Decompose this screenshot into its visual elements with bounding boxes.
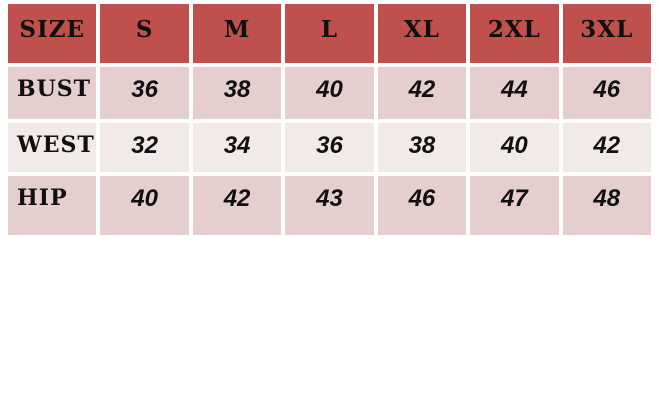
cell-bust-s: 36 (100, 67, 189, 119)
size-chart-table: SIZE S M L XL 2XL 3XL BUST 36 38 40 42 4… (8, 4, 651, 235)
cell-west-s: 32 (100, 123, 189, 172)
cell-hip-xl: 46 (377, 176, 467, 235)
header-cell-2xl: 2XL (470, 4, 559, 63)
cell-hip-m: 42 (192, 176, 282, 235)
cell-west-3xl: 42 (562, 123, 651, 172)
row-label-west: WEST (8, 123, 97, 172)
header-cell-l: L (285, 4, 374, 63)
cell-hip-s: 40 (100, 176, 189, 235)
cell-bust-l: 40 (285, 67, 374, 119)
cell-west-xl: 38 (377, 123, 467, 172)
cell-bust-3xl: 46 (562, 67, 651, 119)
cell-west-2xl: 40 (470, 123, 559, 172)
header-cell-size: SIZE (8, 4, 97, 63)
cell-west-l: 36 (285, 123, 374, 172)
cell-hip-2xl: 47 (470, 176, 559, 235)
header-cell-s: S (100, 4, 189, 63)
cell-west-m: 34 (192, 123, 282, 172)
cell-bust-2xl: 44 (470, 67, 559, 119)
header-cell-m: M (192, 4, 282, 63)
header-cell-3xl: 3XL (562, 4, 651, 63)
cell-bust-m: 38 (192, 67, 282, 119)
row-label-bust: BUST (8, 67, 97, 119)
cell-bust-xl: 42 (377, 67, 467, 119)
row-label-hip: HIP (8, 176, 97, 235)
cell-hip-l: 43 (285, 176, 374, 235)
cell-hip-3xl: 48 (562, 176, 651, 235)
header-cell-xl: XL (377, 4, 467, 63)
